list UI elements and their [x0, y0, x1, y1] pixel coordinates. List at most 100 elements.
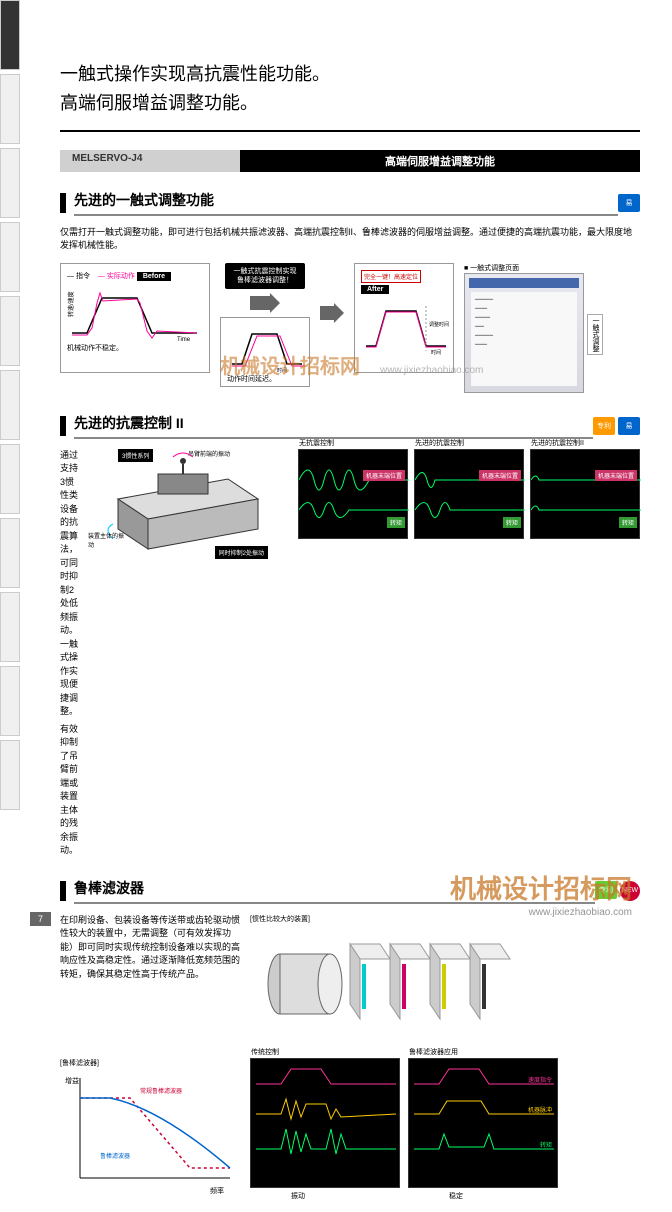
machine-diagram: 3惯性系列 吊臂前端的振动 装置主体的振动 同时抑制2处振动	[88, 449, 288, 569]
badge-icon: 专利	[593, 417, 615, 435]
compare-box: 鲁棒滤波器应用 速度指令 机器脉冲 转矩 稳定	[408, 1058, 558, 1188]
signal-legend: 转矩	[537, 1139, 555, 1150]
arrow-icon	[320, 303, 344, 323]
diagram-label: [惯性比较大的装置]	[250, 914, 530, 924]
legend: 实际动作	[107, 273, 135, 280]
signal-title: 无抗震控制	[299, 438, 334, 448]
after-graph: 完全一键！高速定位 After 调整时间 时间	[354, 263, 454, 373]
side-tab[interactable]	[0, 296, 20, 366]
signal-badge: 转矩	[503, 517, 521, 528]
section-header: 先进的一触式调整功能 易	[60, 190, 640, 216]
signal-badge: 机器末端位置	[363, 470, 405, 481]
screenshot-title: ■ 一触式调整页面	[464, 263, 584, 273]
side-tab[interactable]	[0, 740, 20, 810]
section-desc: 仅需打开一触式调整功能，即可进行包括机械共振滤波器、高端抗震控制II、鲁棒滤波器…	[60, 226, 640, 253]
label: 吊臂前端的振动	[188, 449, 230, 458]
badges: 专利 易	[593, 417, 640, 435]
signal-badge: 转矩	[619, 517, 637, 528]
svg-text:Time: Time	[177, 337, 191, 343]
section-title: 先进的一触式调整功能	[74, 190, 618, 216]
section-bar-icon	[60, 193, 66, 213]
section-title: 先进的抗震控制 II	[74, 413, 593, 439]
section-bar-icon	[60, 416, 66, 436]
desc-text: 通过支持3惯性类设备的抗震算法，可同时抑制2处低频振动。一触式操作实现便捷调整。	[60, 449, 78, 719]
side-tab[interactable]	[0, 74, 20, 144]
compare-row: 传统控制 振动 鲁棒滤波器应用 速度指令	[250, 1058, 558, 1188]
watermark: 机械设计招标网	[220, 350, 360, 379]
page: 一触式操作实现高抗震性能功能。 高端伺服增益调整功能。 MELSERVO-J4 …	[0, 0, 672, 946]
side-tab[interactable]	[0, 518, 20, 588]
section2-desc: 通过支持3惯性类设备的抗震算法，可同时抑制2处低频振动。一触式操作实现便捷调整。…	[60, 449, 78, 858]
after-chart: 调整时间 时间	[361, 296, 451, 356]
signal-box: 先进的抗震控制 机器末端位置 转矩	[414, 449, 524, 539]
svg-text:鲁棒滤波器: 鲁棒滤波器	[100, 1152, 130, 1160]
product-label: MELSERVO-J4	[60, 150, 240, 172]
badge-icon: 易	[618, 417, 640, 435]
compare-title: 传统控制	[251, 1047, 279, 1057]
watermark-url: www.jixiezhaobiao.com	[529, 907, 632, 918]
section-bar-icon	[60, 881, 66, 901]
signal-legend: 机器脉冲	[525, 1104, 555, 1115]
cylinder-block: [惯性比较大的装置]	[250, 914, 530, 1044]
screenshot-button: 一触式调整	[587, 314, 603, 355]
section3-desc: 在印刷设备、包装设备等传送带或齿轮驱动惯性较大的装置中，无需调整（可有效发挥功能…	[60, 914, 240, 982]
signal-badge: 转矩	[387, 517, 405, 528]
legend: 指令	[76, 273, 90, 280]
svg-text:频率: 频率	[210, 1186, 224, 1195]
label: 装置主体的振动	[88, 531, 128, 549]
page-number: 7	[30, 912, 51, 926]
bode-block: [鲁棒滤波器] 增益 频率 常规鲁棒滤波器 鲁棒滤波器	[60, 1058, 240, 1198]
before-chart: 转速/速度 Time	[67, 283, 202, 343]
section3-row1: 在印刷设备、包装设备等传送带或齿轮驱动惯性较大的装置中，无需调整（可有效发挥功能…	[60, 914, 640, 1044]
signal-box: 先进的抗震控制II 机器末端位置 转矩	[530, 449, 640, 539]
signal-title: 先进的抗震控制II	[531, 438, 584, 448]
badge-icon: 易	[618, 194, 640, 212]
compare-caption: 稳定	[449, 1191, 463, 1201]
section2-diagrams: 通过支持3惯性类设备的抗震算法，可同时抑制2处低频振动。一触式操作实现便捷调整。…	[60, 449, 640, 858]
signal-box: 无抗震控制 机器末端位置 转矩	[298, 449, 408, 539]
side-tab[interactable]	[0, 222, 20, 292]
side-tabs	[0, 0, 26, 946]
watermark-url: www.jixiezhaobiao.com	[380, 365, 483, 376]
desc-text: 有效抑制了吊臂前端或装置主体的残余振动。	[60, 723, 78, 858]
completion-badge: 完全一键！高速定位	[361, 270, 421, 283]
label: 同时抑制2处振动	[215, 546, 268, 559]
signal-badge: 机器末端位置	[595, 470, 637, 481]
compare-box: 传统控制 振动	[250, 1058, 400, 1188]
compare-title: 鲁棒滤波器应用	[409, 1047, 458, 1057]
side-tab[interactable]	[0, 370, 20, 440]
content: 一触式操作实现高抗震性能功能。 高端伺服增益调整功能。 MELSERVO-J4 …	[60, 60, 640, 1212]
section3-row2: [鲁棒滤波器] 增益 频率 常规鲁棒滤波器 鲁棒滤波器 传统控制	[60, 1058, 640, 1198]
bode-chart: 增益 频率 常规鲁棒滤波器 鲁棒滤波器	[60, 1068, 240, 1198]
side-tab[interactable]	[0, 0, 20, 70]
watermark: 机械设计招标网	[450, 869, 632, 906]
section-header: 先进的抗震控制 II 专利 易	[60, 413, 640, 439]
signal-title: 先进的抗震控制	[415, 438, 464, 448]
header-band: MELSERVO-J4 高端伺服增益调整功能	[60, 150, 640, 172]
before-graph: — 指令 — 实际动作 Before 转速/速度 Time 机械动作不稳定。	[60, 263, 210, 373]
svg-text:转速/速度: 转速/速度	[67, 291, 75, 317]
function-label: 高端伺服增益调整功能	[240, 150, 640, 172]
label: 3惯性系列	[118, 449, 153, 462]
side-tab[interactable]	[0, 666, 20, 736]
side-tab[interactable]	[0, 592, 20, 662]
diagram-label: [鲁棒滤波器]	[60, 1058, 240, 1068]
signal-row: 无抗震控制 机器末端位置 转矩 先进的抗震控制 机器末端位置 转矩 先进的抗震控…	[298, 449, 640, 539]
signal-legend: 速度指令	[525, 1074, 555, 1085]
cylinder-diagram	[250, 924, 530, 1044]
graph-title: Before	[137, 272, 171, 281]
signal-badge: 机器末端位置	[479, 470, 521, 481]
arrow-icon	[250, 293, 280, 313]
svg-text:时间: 时间	[431, 349, 441, 356]
svg-text:常规鲁棒滤波器: 常规鲁棒滤波器	[140, 1087, 182, 1095]
page-title: 一触式操作实现高抗震性能功能。 高端伺服增益调整功能。	[60, 60, 640, 132]
svg-text:调整时间: 调整时间	[429, 321, 449, 328]
svg-text:增益: 增益	[65, 1076, 79, 1085]
badges: 易	[618, 194, 640, 212]
graph-caption: 机械动作不稳定。	[67, 343, 203, 353]
title-line: 一触式操作实现高抗震性能功能。	[60, 60, 640, 89]
side-tab[interactable]	[0, 444, 20, 514]
side-tab[interactable]	[0, 148, 20, 218]
graph-title: After	[361, 285, 389, 294]
compare-caption: 振动	[291, 1191, 305, 1201]
